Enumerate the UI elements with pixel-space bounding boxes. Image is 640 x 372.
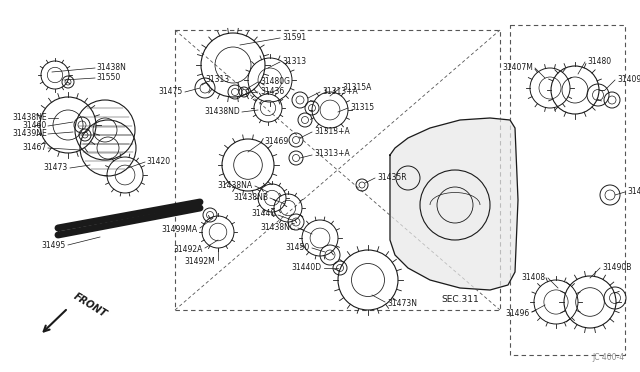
Text: 31473: 31473 (44, 164, 68, 173)
Text: 31499MA: 31499MA (162, 225, 198, 234)
Text: 31438NC: 31438NC (261, 222, 296, 231)
Text: 31440D: 31440D (292, 263, 322, 273)
Text: 31313+A: 31313+A (314, 126, 349, 135)
Text: 31480G: 31480G (260, 77, 290, 86)
Text: 31436: 31436 (260, 87, 284, 96)
Text: 31467: 31467 (23, 144, 47, 153)
Text: 31450: 31450 (285, 243, 310, 251)
Text: 31313+A: 31313+A (314, 150, 349, 158)
Text: 31475: 31475 (159, 87, 183, 96)
Text: 31435R: 31435R (377, 173, 406, 182)
Text: 31315A: 31315A (342, 83, 371, 92)
Text: FRONT: FRONT (72, 291, 109, 319)
Text: 31315: 31315 (350, 103, 374, 112)
Text: SEC.311: SEC.311 (441, 295, 479, 305)
Text: 31473N: 31473N (387, 298, 417, 308)
Text: 31492M: 31492M (184, 257, 215, 266)
Text: 31460: 31460 (23, 122, 47, 131)
Text: 31440: 31440 (252, 209, 276, 218)
Text: 31495: 31495 (42, 241, 66, 250)
Text: 31492A: 31492A (173, 244, 203, 253)
Polygon shape (390, 118, 518, 290)
Text: 31438ND: 31438ND (204, 108, 240, 116)
Text: 31591: 31591 (282, 32, 306, 42)
Text: 31407M: 31407M (502, 62, 533, 71)
Text: 31490B: 31490B (602, 263, 632, 272)
Text: 31438NA: 31438NA (218, 180, 253, 189)
Text: JC 400-4: JC 400-4 (593, 353, 625, 362)
Text: 31469: 31469 (264, 137, 288, 145)
Text: 31438NB: 31438NB (233, 192, 268, 202)
Polygon shape (58, 202, 200, 235)
Text: 31550: 31550 (96, 74, 120, 83)
Text: 31438NE: 31438NE (12, 113, 47, 122)
Text: 31408: 31408 (522, 273, 546, 282)
Text: 31313: 31313 (282, 57, 306, 65)
Text: 31438N: 31438N (96, 64, 126, 73)
Text: 31480: 31480 (587, 57, 611, 65)
Text: 31499M: 31499M (627, 186, 640, 196)
Text: 31313+A: 31313+A (322, 87, 358, 96)
Text: 31409M: 31409M (617, 74, 640, 83)
Text: 31496: 31496 (506, 308, 530, 317)
Text: 31313: 31313 (206, 76, 230, 84)
Text: 31420: 31420 (146, 157, 170, 166)
Text: 31439NE: 31439NE (12, 129, 47, 138)
